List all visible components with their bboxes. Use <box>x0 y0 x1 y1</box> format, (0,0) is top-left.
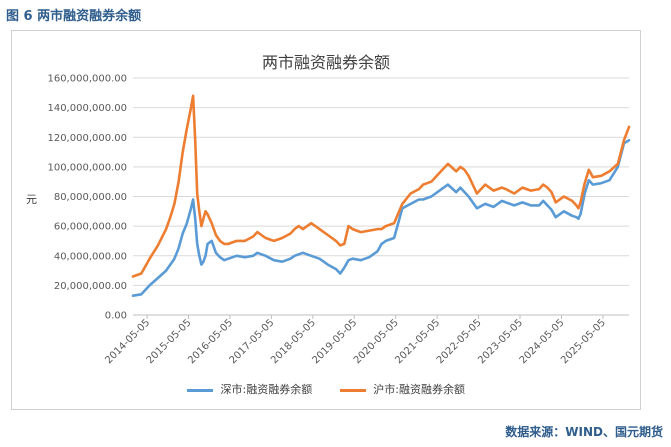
y-tick-label: 0.00 <box>105 311 127 322</box>
y-tick-label: 20,000,000.00 <box>54 281 127 292</box>
legend-label-shanghai: 沪市:融资融券余额 <box>373 383 465 396</box>
legend: 深市:融资融券余额 沪市:融资融券余额 <box>12 381 640 397</box>
x-tick-label: 2025-05-05 <box>559 317 608 366</box>
legend-item-shanghai: 沪市:融资融券余额 <box>339 381 465 397</box>
y-tick-label: 80,000,000.00 <box>54 192 127 203</box>
chart-title: 两市融资融券余额 <box>261 53 390 72</box>
figure-caption: 图 6 两市融资融券余额 <box>6 9 142 24</box>
y-tick-label: 40,000,000.00 <box>54 251 127 262</box>
legend-label-shenzhen: 深市:融资融券余额 <box>220 383 313 396</box>
legend-item-shenzhen: 深市:融资融券余额 <box>187 381 312 397</box>
y-tick-label: 160,000,000.00 <box>47 74 127 85</box>
data-source: 数据来源：WIND、国元期货 <box>505 425 663 439</box>
y-tick-label: 100,000,000.00 <box>47 162 127 173</box>
y-tick-label: 120,000,000.00 <box>47 133 127 144</box>
y-axis-title: 元 <box>26 193 37 206</box>
legend-swatch-shenzhen <box>187 388 214 392</box>
legend-swatch-shanghai <box>339 388 366 392</box>
series-line-shenzhen <box>131 138 631 298</box>
y-tick-label: 60,000,000.00 <box>54 222 127 233</box>
series-line-shanghai <box>131 94 631 278</box>
line-chart: 0.00 20,000,000.00 40,000,000.00 60,000,000… <box>47 74 631 366</box>
y-tick-label: 140,000,000.00 <box>47 103 127 114</box>
chart-frame: 两市融资融券余额 元 0.00 20,000,000.00 40,000,000.0… <box>11 30 641 410</box>
